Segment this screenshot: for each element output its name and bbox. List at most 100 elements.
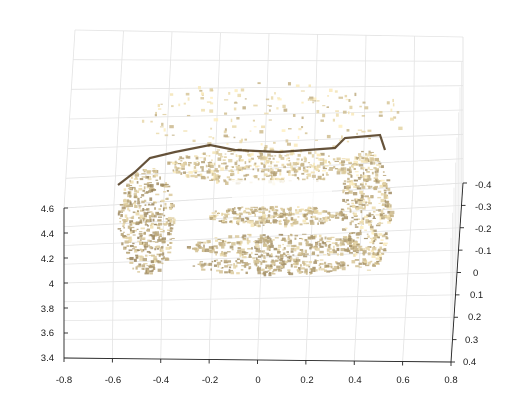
cloud-point (288, 157, 290, 159)
cloud-point (205, 249, 209, 252)
cloud-point (242, 236, 244, 238)
cloud-point (296, 84, 300, 86)
cloud-point (381, 239, 384, 241)
cloud-point (244, 139, 247, 141)
cloud-point (224, 113, 227, 115)
cloud-point (134, 193, 137, 195)
cloud-point (264, 169, 268, 171)
z-tick-label: 4.4 (41, 229, 54, 240)
cloud-point (162, 114, 166, 115)
cloud-point (325, 244, 327, 247)
cloud-point (380, 213, 383, 216)
cloud-point (262, 260, 265, 263)
cloud-point (363, 172, 365, 175)
cloud-point (146, 230, 150, 232)
cloud-point (223, 179, 226, 180)
cloud-point (151, 223, 154, 225)
cloud-point (271, 272, 274, 274)
cloud-point (350, 209, 352, 212)
cloud-point (131, 176, 133, 178)
cloud-point (381, 165, 384, 168)
cloud-point (276, 266, 280, 269)
cloud-point (348, 174, 351, 175)
cloud-point (236, 265, 238, 268)
cloud-point (291, 264, 293, 267)
cloud-point (140, 237, 142, 239)
cloud-point (155, 194, 159, 196)
cloud-point (210, 88, 213, 91)
cloud-point (142, 208, 144, 211)
cloud-point (269, 109, 271, 111)
cloud-point (253, 120, 255, 122)
cloud-point (341, 171, 345, 174)
cloud-point (142, 264, 145, 267)
cloud-point (272, 239, 274, 241)
cloud-point (294, 266, 297, 268)
cloud-point (231, 119, 233, 122)
cloud-point (356, 133, 358, 135)
cloud-point (298, 136, 300, 139)
cloud-point (322, 174, 324, 176)
cloud-point (260, 262, 262, 265)
cloud-point (256, 257, 258, 260)
cloud-point (275, 237, 279, 238)
cloud-point (187, 115, 190, 116)
cloud-point (163, 208, 165, 211)
cloud-point (142, 237, 146, 239)
cloud-point (156, 260, 159, 262)
cloud-point (159, 234, 161, 237)
cloud-point (229, 179, 232, 181)
cloud-point (290, 212, 292, 213)
cloud-point (151, 213, 153, 216)
cloud-point (289, 207, 291, 210)
cloud-point (375, 171, 377, 174)
cloud-point (267, 105, 269, 106)
y-tick-label: -0.1 (475, 246, 491, 257)
cloud-point (364, 230, 367, 231)
cloud-point (173, 219, 176, 221)
cloud-point (144, 209, 148, 210)
cloud-point (210, 165, 214, 168)
cloud-point (387, 217, 391, 220)
cloud-point (201, 168, 203, 171)
cloud-point (369, 242, 373, 244)
cloud-point (299, 238, 302, 239)
cloud-point (180, 172, 182, 174)
cloud-point (290, 234, 292, 236)
cloud-point (270, 169, 274, 171)
cloud-point (263, 221, 266, 224)
cloud-point (340, 261, 344, 263)
cloud-point (368, 262, 371, 265)
cloud-point (171, 224, 174, 225)
cloud-point (230, 220, 232, 222)
cloud-point (155, 234, 159, 236)
cloud-point (137, 241, 141, 242)
cloud-point (275, 256, 277, 258)
cloud-point (327, 106, 329, 107)
cloud-point (297, 206, 299, 208)
cloud-point (200, 97, 204, 99)
cloud-point (372, 172, 374, 175)
cloud-point (269, 119, 272, 120)
cloud-point (254, 163, 256, 165)
cloud-point (364, 175, 367, 178)
cloud-point (294, 174, 296, 177)
cloud-point (381, 180, 385, 182)
cloud-point (225, 154, 227, 155)
cloud-point (228, 235, 232, 238)
cloud-point (371, 186, 373, 188)
cloud-point (166, 247, 170, 250)
cloud-point (217, 262, 221, 265)
cloud-point (150, 211, 153, 213)
cloud-point (245, 262, 248, 264)
cloud-point (266, 209, 268, 211)
cloud-point (312, 207, 314, 210)
cloud-point (122, 223, 125, 225)
y-tick-label: 0.3 (465, 335, 478, 346)
cloud-point (171, 105, 174, 107)
cloud-point (188, 156, 190, 159)
cloud-point (388, 192, 392, 194)
cloud-point (236, 167, 239, 170)
cloud-point (354, 247, 357, 250)
cloud-point (212, 261, 214, 263)
